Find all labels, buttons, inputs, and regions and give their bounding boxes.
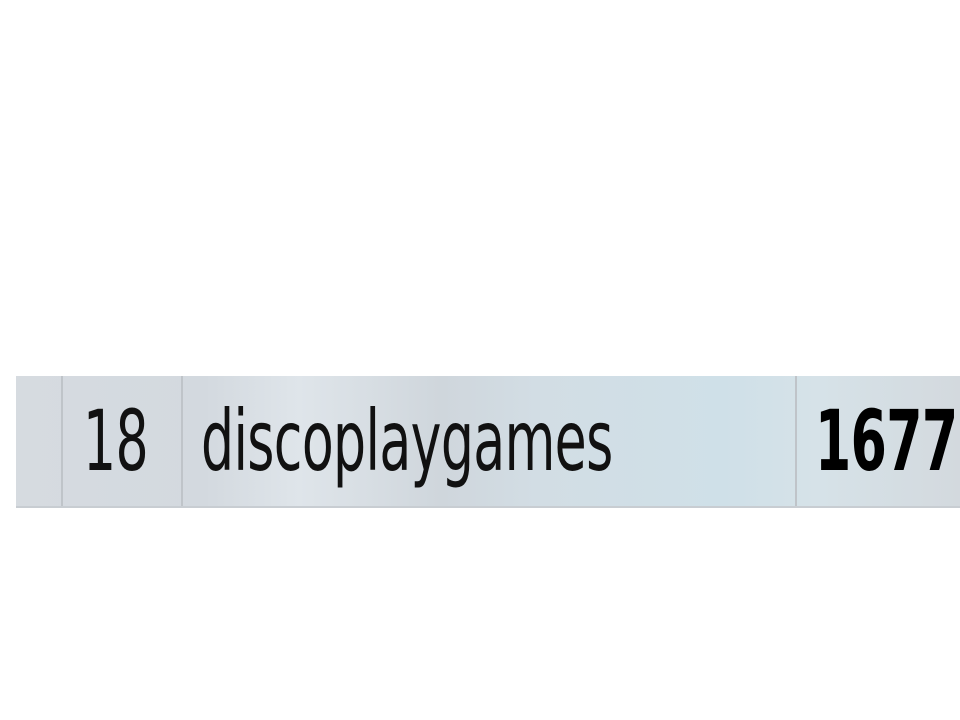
row-spacer-cell <box>16 376 61 506</box>
username-text: discoplaygames <box>201 392 613 490</box>
rank-text: 18 <box>83 392 149 490</box>
score-cell: 1677 <box>795 376 960 506</box>
score-text: 1677 <box>815 392 958 490</box>
username-cell: discoplaygames <box>181 376 795 506</box>
leaderboard-row: 18 discoplaygames 1677 <box>16 376 960 508</box>
rank-cell: 18 <box>61 376 181 506</box>
